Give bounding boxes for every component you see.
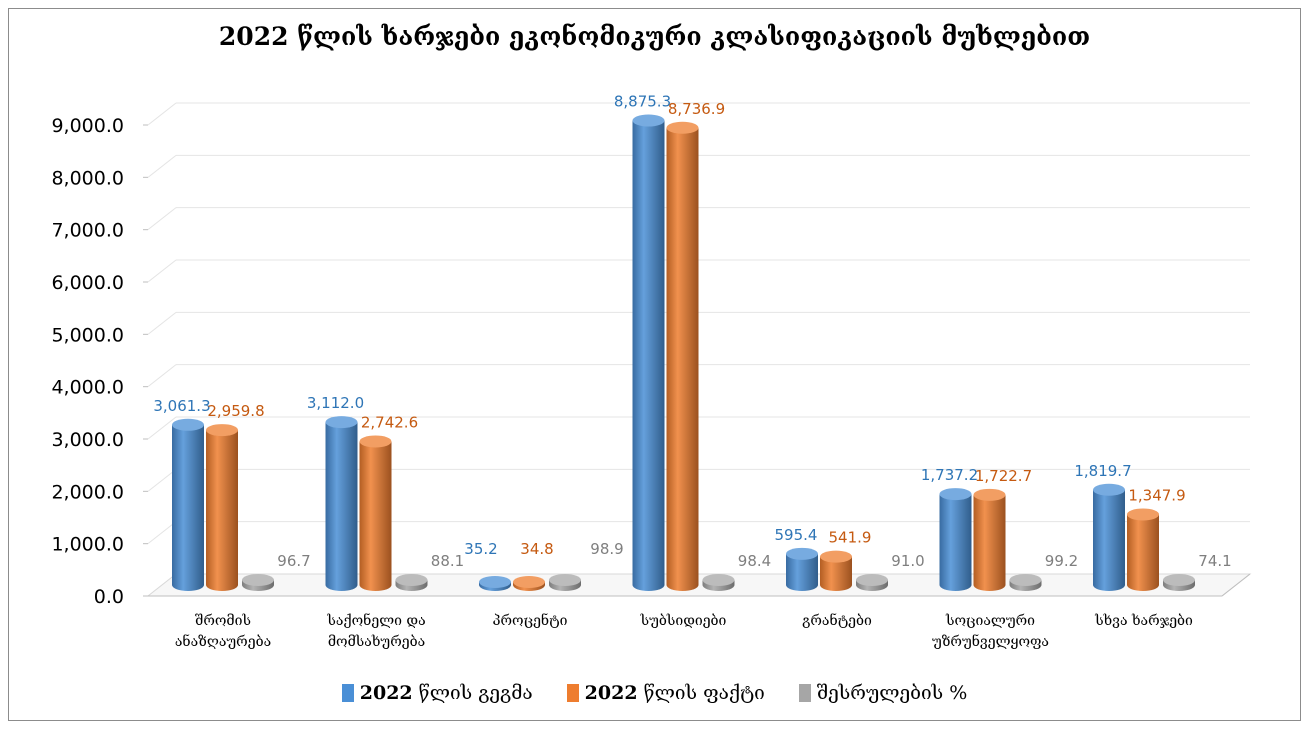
bar-plan (172, 424, 204, 591)
bar-top-fact (973, 488, 1006, 501)
bar-top-plan (632, 114, 665, 127)
chart-title: 2022 წლის ხარჯები ეკონომიკური კლასიფიკაც… (218, 22, 1091, 51)
data-label-fact: 541.9 (829, 529, 872, 547)
data-label-fact: 34.8 (520, 540, 553, 558)
bar-plan (325, 422, 358, 591)
bar-top-execution (549, 574, 581, 586)
data-label-execution: 98.4 (738, 552, 771, 570)
bar-plan (786, 553, 818, 591)
data-label-plan: 1,737.2 (921, 466, 978, 484)
bar-plan (939, 494, 972, 591)
data-label-execution: 91.0 (891, 552, 924, 570)
legend-item-execution: შესრულების % (798, 682, 968, 704)
y-tick-label: 6,000.0 (51, 272, 124, 294)
gridline-depth (147, 207, 177, 231)
y-tick-label: 1,000.0 (51, 534, 124, 556)
y-tick-label: 2,000.0 (51, 481, 124, 503)
bar-fact (973, 494, 1006, 591)
bar-fact (359, 441, 392, 591)
bar-top-plan (939, 488, 972, 501)
data-label-plan: 8,875.3 (614, 93, 671, 111)
data-label-fact: 2,959.8 (207, 402, 264, 420)
gridline-depth (147, 364, 177, 388)
x-tick-label: საქონელი და (326, 611, 425, 629)
legend-swatch-fact (566, 684, 579, 702)
data-label-execution: 96.7 (277, 552, 310, 570)
y-tick-label: 0.0 (94, 586, 124, 608)
data-label-fact: 1,722.7 (975, 467, 1032, 485)
bar-top-fact (359, 435, 392, 448)
bar-fact (666, 127, 699, 592)
x-tick-label: სოციალური (945, 612, 1035, 629)
gridline-depth (147, 521, 177, 545)
gridline-depth (147, 259, 177, 283)
y-tick-label: 3,000.0 (51, 429, 124, 451)
x-tick-label: სხვა ხარჯები (1094, 612, 1193, 629)
bar-top-execution (702, 574, 735, 586)
chart-floor (146, 573, 1252, 597)
gridline-depth (147, 102, 177, 126)
data-label-fact: 2,742.6 (361, 413, 418, 431)
data-label-plan: 1,819.7 (1074, 462, 1131, 480)
y-tick-label: 9,000.0 (51, 115, 124, 137)
bar-top-plan (1093, 483, 1125, 496)
x-tick-label: უზრუნველყოფა (932, 632, 1049, 650)
bar-fact (820, 556, 852, 591)
data-label-plan: 3,061.3 (153, 397, 210, 415)
data-label-plan: 3,112.0 (307, 394, 364, 412)
y-tick-label: 8,000.0 (51, 167, 124, 189)
gridline-depth (147, 416, 177, 440)
data-label-fact: 1,347.9 (1128, 486, 1185, 504)
bar-top-fact (666, 121, 699, 134)
gridline-depth (147, 311, 177, 335)
y-tick-label: 7,000.0 (51, 220, 124, 242)
legend-item-fact: 2022 წლის ფაქტი (566, 682, 765, 704)
x-tick-label: ანაზღაურება (175, 632, 271, 650)
bar-fact (206, 430, 238, 591)
data-label-execution: 99.2 (1045, 552, 1078, 570)
data-label-execution: 74.1 (1198, 552, 1231, 570)
bar-top-fact (820, 550, 852, 563)
bar-top-fact (1127, 508, 1159, 521)
data-label-execution: 98.9 (590, 540, 623, 558)
legend-swatch-plan (341, 684, 354, 702)
bar-fact (1127, 514, 1159, 591)
gridline-depth (147, 154, 177, 178)
y-tick-label: 5,000.0 (51, 324, 124, 346)
x-tick-label: პროცენტი (493, 611, 568, 629)
x-tick-label: გრანტები (802, 611, 872, 629)
y-tick-label: 4,000.0 (51, 377, 124, 399)
x-tick-label: შრომის (195, 612, 251, 629)
bar-top-execution (395, 574, 428, 586)
legend-label-fact: 2022 წლის ფაქტი (584, 682, 765, 704)
data-label-plan: 595.4 (775, 526, 818, 544)
x-tick-label: მომსახურება (328, 633, 425, 650)
bar-top-plan (786, 547, 818, 560)
x-axis-depth-line (1221, 573, 1251, 597)
bar-plan (1093, 489, 1125, 591)
legend-swatch-execution (798, 684, 811, 702)
bar-top-execution (856, 574, 888, 586)
bar-top-execution (1163, 574, 1195, 586)
bar-top-plan (325, 416, 358, 429)
bar-top-fact (206, 424, 238, 437)
legend-label-plan: 2022 წლის გეგმა (359, 682, 533, 704)
data-label-plan: 35.2 (464, 540, 497, 558)
data-label-fact: 8,736.9 (668, 100, 725, 118)
x-tick-label: სუბსიდიები (640, 612, 727, 629)
bar-top-plan (479, 576, 511, 588)
bar-plan (632, 120, 665, 591)
bar-top-fact (513, 576, 545, 588)
bar-top-plan (172, 418, 204, 431)
bar-top-execution (242, 574, 274, 586)
legend-label-execution: შესრულების % (816, 682, 968, 704)
data-label-execution: 88.1 (431, 552, 464, 570)
legend: 2022 წლის გეგმა 2022 წლის ფაქტი შესრულებ… (0, 682, 1309, 704)
bar-top-execution (1009, 574, 1042, 586)
gridline-depth (147, 468, 177, 492)
legend-item-plan: 2022 წლის გეგმა (341, 682, 533, 704)
